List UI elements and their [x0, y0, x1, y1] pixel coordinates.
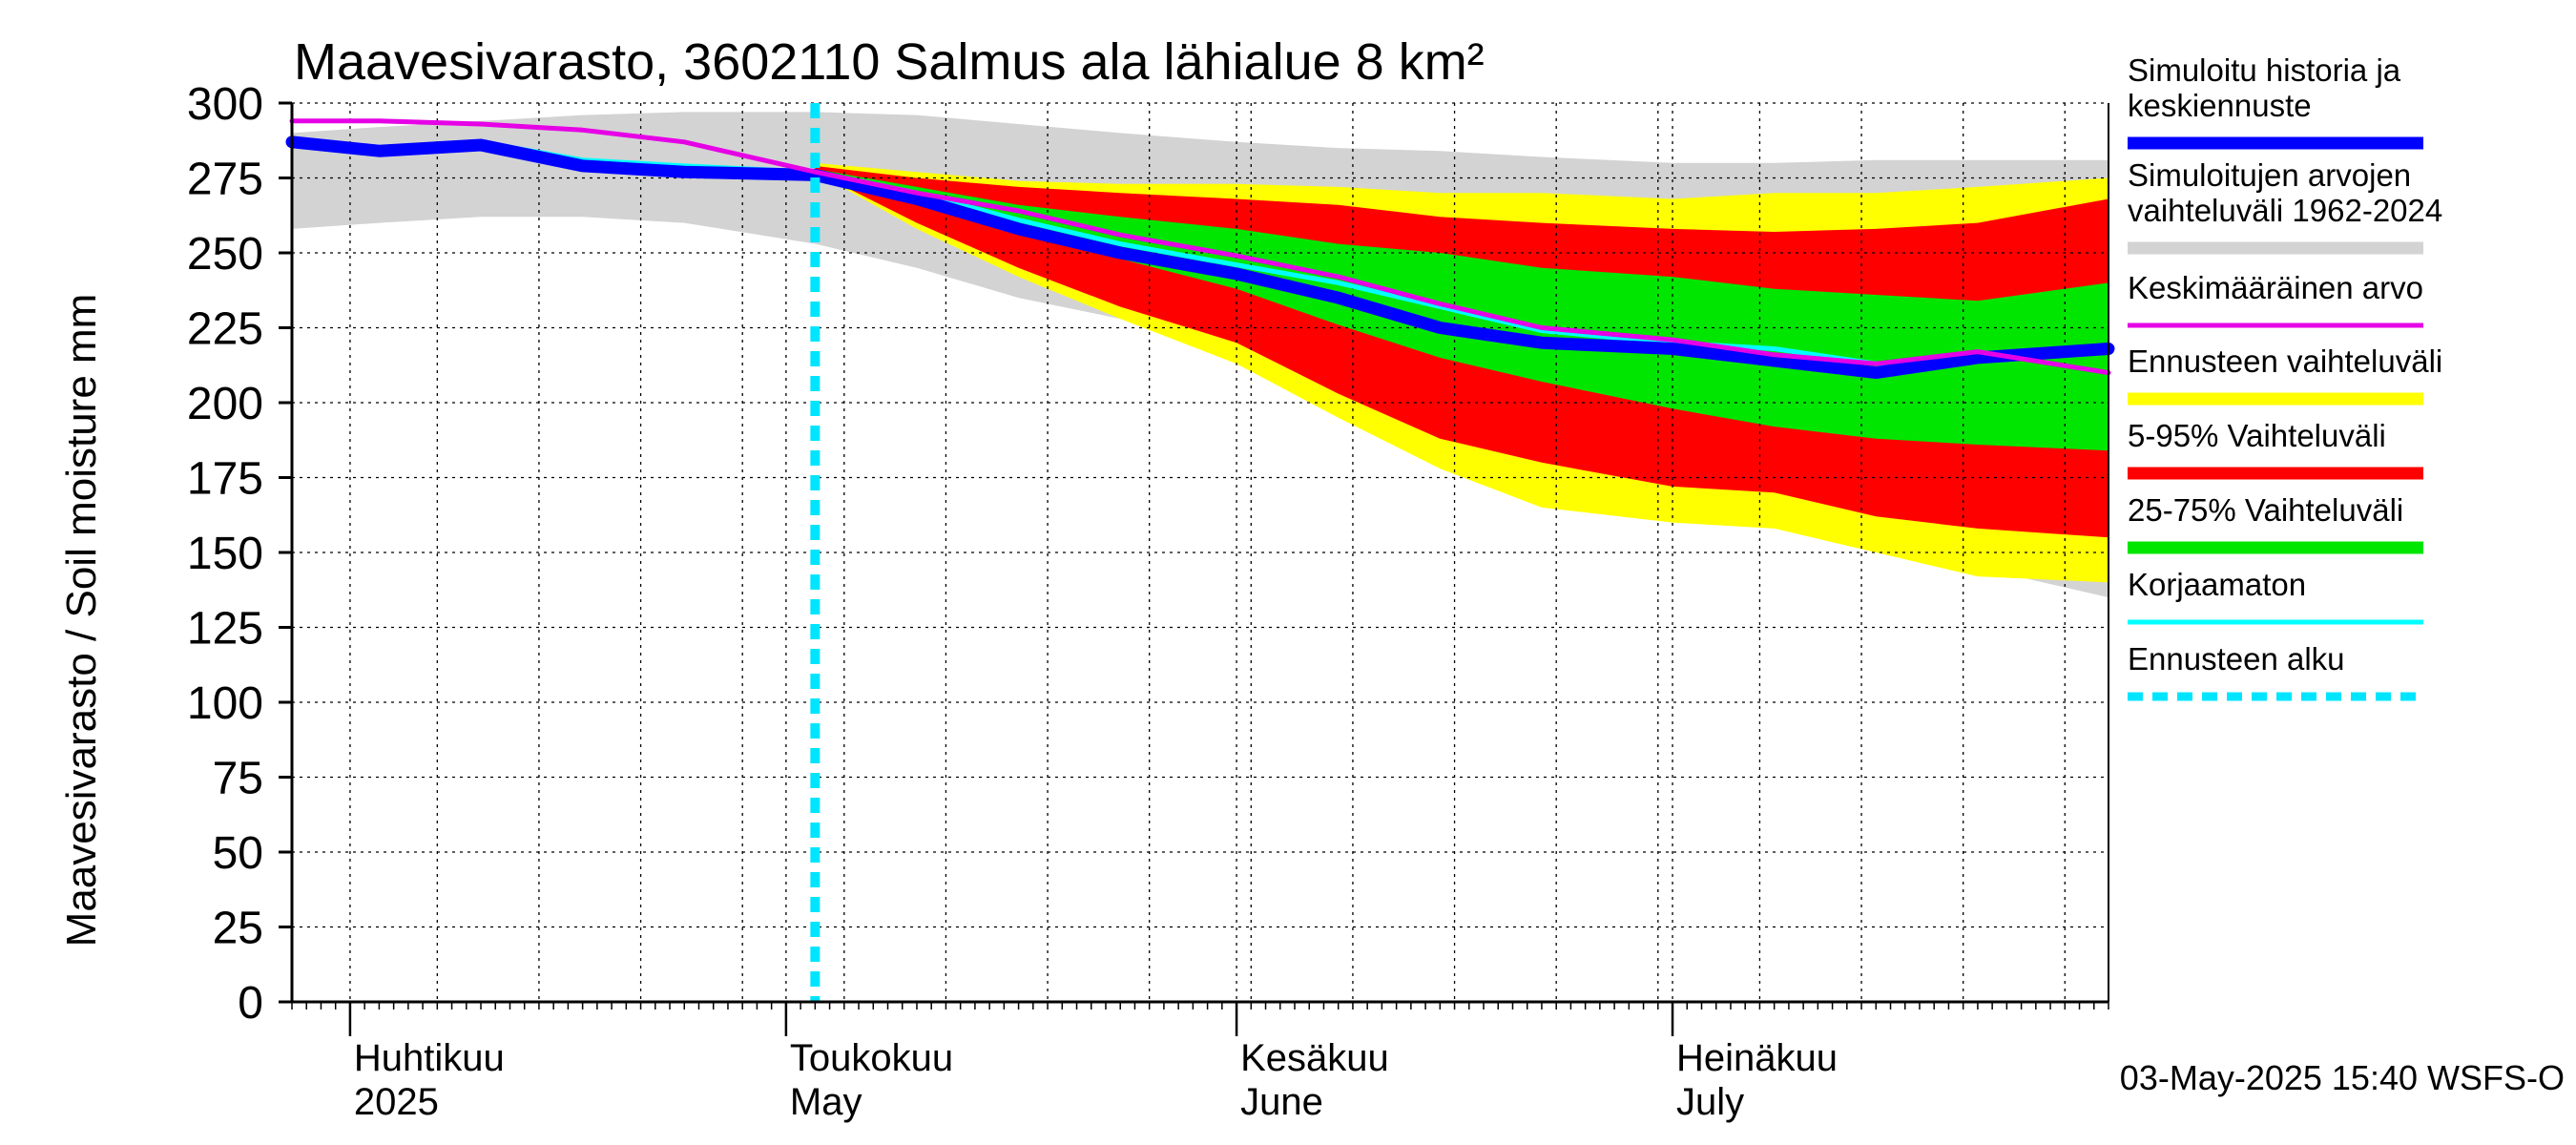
- legend-label: Simuloitu historia ja: [2128, 52, 2401, 88]
- y-tick-label: 200: [187, 379, 263, 429]
- chart-title: Maavesivarasto, 3602110 Salmus ala lähia…: [294, 33, 1485, 91]
- bands: [292, 112, 2109, 598]
- x-month-label-fi: Kesäkuu: [1240, 1037, 1389, 1079]
- x-month-label-fi: Huhtikuu: [354, 1037, 505, 1079]
- legend-label: 25-75% Vaihteluväli: [2128, 492, 2403, 528]
- x-month-label-en: 2025: [354, 1081, 439, 1123]
- y-tick-label: 250: [187, 229, 263, 280]
- x-month-label-en: July: [1676, 1081, 1744, 1123]
- y-tick-label: 50: [213, 828, 263, 879]
- legend-label: Simuloitujen arvojen: [2128, 157, 2411, 193]
- y-tick-label: 125: [187, 604, 263, 655]
- y-tick-label: 25: [213, 904, 263, 954]
- y-tick-label: 75: [213, 754, 263, 804]
- y-tick-label: 0: [238, 978, 263, 1029]
- legend-label: Ennusteen vaihteluväli: [2128, 344, 2442, 379]
- y-tick-label: 175: [187, 454, 263, 505]
- x-month-label-fi: Heinäkuu: [1676, 1037, 1838, 1079]
- x-month-label-en: June: [1240, 1081, 1323, 1123]
- y-tick-label: 300: [187, 79, 263, 130]
- grid: [292, 102, 2109, 1002]
- y-tick-label: 100: [187, 678, 263, 729]
- y-tick-label: 275: [187, 155, 263, 205]
- legend-label: 5-95% Vaihteluväli: [2128, 418, 2386, 453]
- y-tick-label: 225: [187, 304, 263, 355]
- legend-label: vaihteluväli 1962-2024: [2128, 193, 2442, 228]
- y-tick-label: 150: [187, 529, 263, 579]
- legend-label: Ennusteen alku: [2128, 641, 2345, 677]
- y-ticks: 0 25 50 75 100 125 150 175 200 225 250 275 300: [187, 79, 292, 1029]
- legend-label: Keskimääräinen arvo: [2128, 270, 2423, 305]
- legend-label: keskiennuste: [2128, 88, 2312, 123]
- x-month-label-en: May: [790, 1081, 862, 1123]
- line-mean: [289, 118, 2111, 376]
- legend-label: Korjaamaton: [2128, 567, 2306, 602]
- footer-timestamp: 03-May-2025 15:40 WSFS-O: [2120, 1058, 2565, 1097]
- line-median: [285, 135, 2115, 380]
- y-axis-title: Maavesivarasto / Soil moisture mm: [58, 294, 105, 947]
- x-month-label-fi: Toukokuu: [790, 1037, 953, 1079]
- lines: [285, 103, 2115, 1002]
